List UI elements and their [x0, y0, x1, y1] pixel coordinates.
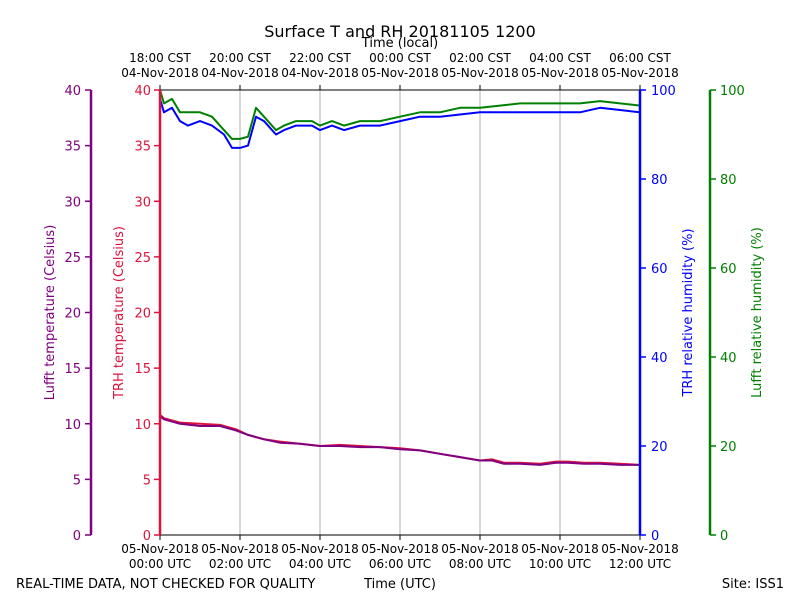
x-tick-label-date: 05-Nov-2018: [281, 542, 359, 556]
lufft-humidity-axis-tick-label: 40: [720, 351, 737, 366]
trh-temperature-axis-title: TRH temperature (Celsius): [112, 226, 127, 400]
lufft-temperature-axis-tick-label: 20: [64, 307, 81, 322]
quality-disclaimer: REAL-TIME DATA, NOT CHECKED FOR QUALITY: [16, 577, 315, 592]
top-tick-label-time: 22:00 CST: [289, 51, 351, 65]
trh-humidity-axis-title: TRH relative humidity (%): [681, 228, 696, 397]
lufft-humidity-axis-tick-label: 80: [720, 173, 737, 188]
trh-temperature-axis-tick-label: 40: [134, 84, 151, 99]
lufft-temperature-axis-tick-label: 5: [73, 473, 81, 488]
lufft-temperature-axis-tick-label: 10: [64, 418, 81, 433]
grid: [239, 90, 561, 535]
lufft-humidity-axis-title: Lufft relative humidity (%): [750, 227, 765, 398]
top-tick-label-time: 00:00 CST: [369, 51, 431, 65]
lufft-temperature-axis-tick-label: 35: [64, 140, 81, 155]
x-tick-label-time: 12:00 UTC: [609, 557, 671, 571]
lufft-temperature-axis-tick-label: 40: [64, 84, 81, 99]
trh-temperature-axis-tick-label: 5: [143, 473, 151, 488]
x-tick-label-date: 05-Nov-2018: [521, 542, 599, 556]
trh-humidity-axis-tick-label: 40: [651, 351, 668, 366]
top-axis-title: Time (local): [361, 36, 438, 51]
series-lufft-temperature: [159, 415, 640, 466]
series-lufft-relative-humidity: [159, 89, 641, 140]
x-tick-label-time: 02:00 UTC: [209, 557, 271, 571]
lufft-temperature-axis-tick-label: 30: [64, 195, 81, 210]
series-trh-temperature: [159, 414, 641, 466]
x-tick-label-date: 05-Nov-2018: [201, 542, 279, 556]
series-trh-relative-humidity: [159, 98, 641, 149]
trh-humidity-axis-tick-label: 0: [651, 529, 659, 544]
top-tick-label-time: 06:00 CST: [609, 51, 671, 65]
lufft-temperature-axis-tick-label: 15: [64, 362, 81, 377]
lufft-humidity-axis-tick-label: 20: [720, 440, 737, 455]
top-tick-label-date: 05-Nov-2018: [441, 66, 519, 80]
top-tick-label-date: 04-Nov-2018: [121, 66, 199, 80]
top-tick-label-date: 04-Nov-2018: [281, 66, 359, 80]
x-tick-label-time: 08:00 UTC: [449, 557, 511, 571]
x-tick-label-time: 06:00 UTC: [369, 557, 431, 571]
trh-temperature-axis-tick-label: 0: [143, 529, 151, 544]
top-tick-label-date: 04-Nov-2018: [201, 66, 279, 80]
axes: [85, 85, 716, 540]
x-axis-label: Time (UTC): [363, 577, 436, 592]
top-tick-label-time: 20:00 CST: [209, 51, 271, 65]
x-tick-label-time: 00:00 UTC: [129, 557, 191, 571]
top-tick-label-date: 05-Nov-2018: [361, 66, 439, 80]
trh-temperature-axis-tick-label: 15: [134, 362, 151, 377]
site-label: Site: ISS1: [722, 577, 784, 592]
lufft-humidity-axis-tick-label: 60: [720, 262, 737, 277]
trh-humidity-axis-tick-label: 80: [651, 173, 668, 188]
trh-humidity-axis-tick-label: 20: [651, 440, 668, 455]
top-tick-label-time: 02:00 CST: [449, 51, 511, 65]
top-tick-label-time: 04:00 CST: [529, 51, 591, 65]
x-tick-label-time: 10:00 UTC: [529, 557, 591, 571]
trh-temperature-axis-tick-label: 25: [134, 251, 151, 266]
plot-series: [159, 89, 641, 466]
top-tick-label-time: 18:00 CST: [129, 51, 191, 65]
lufft-temperature-axis-tick-label: 25: [64, 251, 81, 266]
trh-temperature-axis-tick-label: 30: [134, 195, 151, 210]
trh-temperature-axis-tick-label: 35: [134, 140, 151, 155]
lufft-humidity-axis-tick-label: 100: [720, 84, 745, 99]
x-tick-label-date: 05-Nov-2018: [441, 542, 519, 556]
chart-title: Surface T and RH 20181105 1200: [264, 22, 536, 41]
trh-temperature-axis-tick-label: 20: [134, 307, 151, 322]
lufft-temperature-axis-title: Lufft temperature (Celsius): [43, 225, 58, 401]
top-tick-label-date: 05-Nov-2018: [521, 66, 599, 80]
lufft-temperature-axis-tick-label: 0: [73, 529, 81, 544]
trh-humidity-axis-tick-label: 60: [651, 262, 668, 277]
top-tick-label-date: 05-Nov-2018: [601, 66, 679, 80]
x-tick-label-date: 05-Nov-2018: [361, 542, 439, 556]
x-tick-label-time: 04:00 UTC: [289, 557, 351, 571]
lufft-humidity-axis-tick-label: 0: [720, 529, 728, 544]
trh-temperature-axis-tick-label: 10: [134, 418, 151, 433]
x-tick-label-date: 05-Nov-2018: [601, 542, 679, 556]
x-tick-label-date: 05-Nov-2018: [121, 542, 199, 556]
trh-humidity-axis-tick-label: 100: [651, 84, 676, 99]
